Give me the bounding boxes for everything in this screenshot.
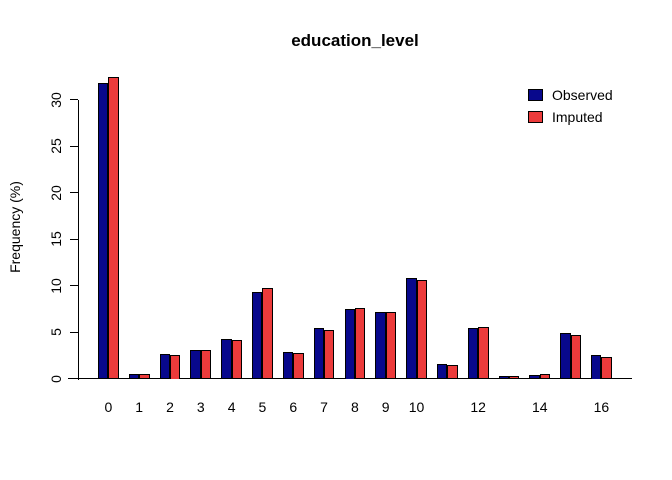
bar-observed-13 [498, 375, 509, 379]
y-axis-label: Frequency (%) [7, 181, 23, 273]
bar-observed-11 [436, 363, 448, 379]
bar-observed-6 [282, 352, 294, 379]
bar-observed-5 [252, 292, 263, 379]
bar-imputed-13 [508, 375, 520, 379]
bar-observed-3 [190, 349, 201, 379]
y-axis-tick-label: 20 [48, 184, 64, 201]
x-axis-line [68, 378, 632, 380]
y-axis-line [78, 99, 80, 380]
bar-observed-16 [591, 355, 602, 379]
bar-observed-10 [406, 278, 417, 379]
bar-observed-1 [128, 373, 140, 379]
bar-observed-0 [98, 82, 109, 379]
bar-imputed-10 [416, 279, 427, 379]
y-axis-tick-label: 10 [48, 277, 64, 294]
x-axis-tick-label-0: 0 [104, 399, 113, 415]
bar-observed-14 [529, 374, 540, 379]
y-axis-tick [70, 192, 78, 194]
x-axis-tick-label-14: 14 [531, 399, 548, 415]
bar-imputed-14 [539, 373, 551, 379]
x-axis-tick-label-10: 10 [408, 399, 425, 415]
x-axis-tick-label-3: 3 [196, 399, 205, 415]
legend-swatch-observed [528, 89, 543, 101]
bar-imputed-5 [262, 288, 273, 379]
x-axis-tick-label-7: 7 [320, 399, 328, 415]
bar-imputed-4 [231, 340, 243, 379]
y-axis-tick-label: 25 [48, 138, 64, 154]
x-axis-tick-label-6: 6 [289, 399, 298, 415]
x-axis-tick-label-4: 4 [227, 399, 236, 415]
y-axis-tick [70, 99, 78, 101]
legend-label-imputed: Imputed [552, 109, 603, 125]
bar-observed-2 [159, 354, 171, 379]
x-axis-tick-label-1: 1 [135, 399, 144, 415]
y-axis-tick-label: 5 [48, 328, 64, 336]
legend-item-observed: Observed [528, 84, 613, 106]
y-axis-tick [70, 145, 78, 147]
bar-imputed-12 [478, 327, 489, 379]
y-axis-tick [70, 331, 78, 333]
legend-swatch-imputed [528, 111, 543, 123]
bar-imputed-7 [324, 330, 335, 379]
bar-imputed-16 [601, 357, 612, 379]
y-axis-tick [70, 285, 78, 287]
x-axis-tick-label-5: 5 [258, 399, 267, 415]
bar-observed-7 [313, 328, 325, 379]
x-axis-tick-label-2: 2 [166, 399, 174, 415]
y-axis-tick-label: 15 [48, 231, 64, 247]
bar-observed-15 [560, 332, 571, 379]
bar-imputed-3 [200, 349, 212, 379]
legend-label-observed: Observed [552, 87, 613, 103]
x-axis-tick-label-8: 8 [350, 399, 359, 415]
bar-imputed-1 [139, 373, 150, 379]
bar-imputed-9 [385, 311, 397, 379]
bar-observed-4 [221, 338, 232, 379]
bar-imputed-6 [293, 353, 304, 379]
legend-item-imputed: Imputed [528, 106, 613, 128]
bar-imputed-0 [108, 77, 119, 379]
bar-observed-9 [375, 311, 386, 379]
bar-imputed-15 [570, 334, 581, 379]
x-axis-tick-label-12: 12 [470, 399, 486, 415]
chart-title: education_level [291, 31, 419, 50]
legend: Observed Imputed [528, 84, 613, 128]
bar-imputed-2 [170, 355, 181, 379]
y-axis-tick [70, 238, 78, 240]
bar-observed-8 [344, 308, 355, 379]
y-axis-tick-label: 30 [48, 91, 64, 108]
y-axis-tick-label: 0 [48, 374, 64, 383]
bar-imputed-8 [354, 307, 366, 379]
x-axis-tick-label-16: 16 [593, 399, 610, 415]
x-axis-tick-label-9: 9 [381, 399, 390, 415]
bar-observed-12 [467, 328, 479, 379]
bar-imputed-11 [447, 364, 458, 379]
